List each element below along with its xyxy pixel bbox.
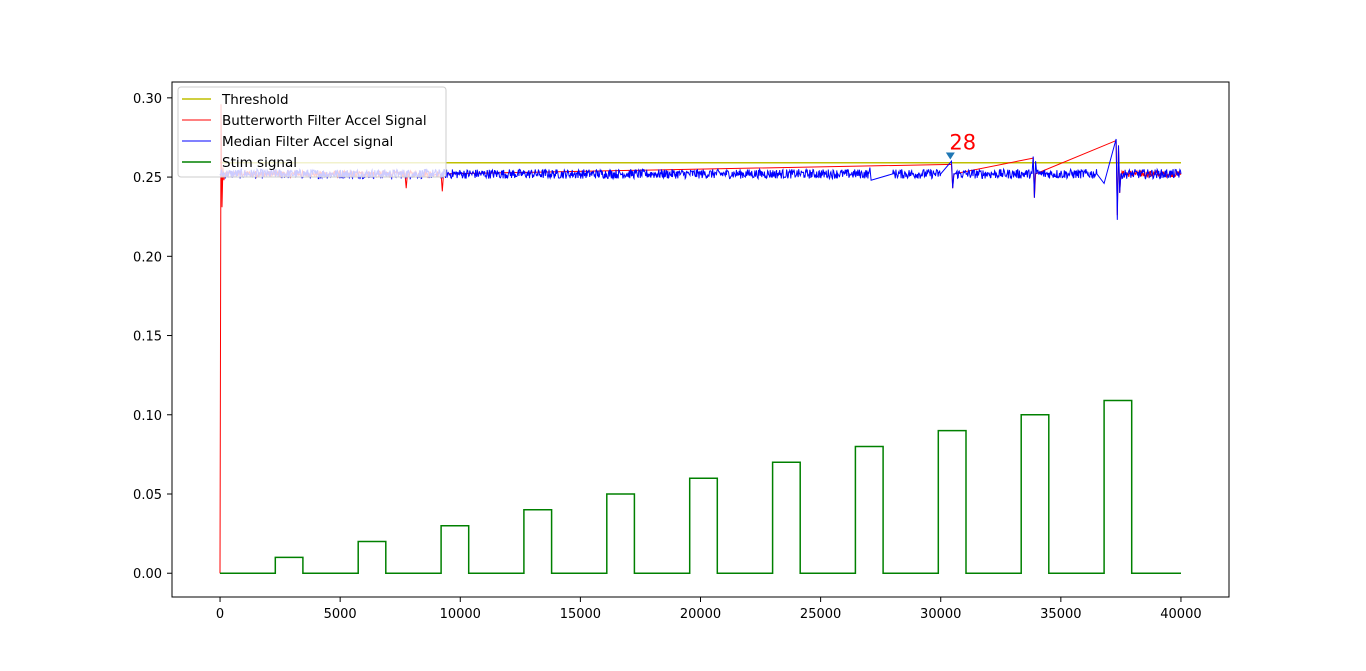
y-tick-label: 0.10 bbox=[133, 409, 162, 424]
y-tick-label: 0.00 bbox=[133, 567, 162, 582]
annotation-layer: 28 bbox=[945, 130, 976, 160]
x-tick-label: 20000 bbox=[680, 607, 721, 622]
x-tick-label: 40000 bbox=[1160, 607, 1201, 622]
x-tick-label: 30000 bbox=[920, 607, 961, 622]
y-tick-label: 0.30 bbox=[133, 92, 162, 107]
legend-label-median-filter-accel-signal: Median Filter Accel signal bbox=[222, 134, 393, 150]
y-axis: 0.00 0.05 0.10 0.15 0.20 0.25 0.30 bbox=[133, 92, 172, 582]
annotation-label: 28 bbox=[949, 130, 976, 154]
x-tick-label: 10000 bbox=[440, 607, 481, 622]
legend-box bbox=[177, 86, 447, 178]
x-tick-label: 5000 bbox=[324, 607, 357, 622]
y-tick-label: 0.20 bbox=[133, 250, 162, 265]
annotation-marker bbox=[945, 152, 955, 160]
y-tick-label: 0.15 bbox=[133, 330, 162, 345]
x-tick-label: 0 bbox=[216, 607, 224, 622]
x-axis: 0 5000 10000 15000 20000 25000 30000 35000 40000 bbox=[216, 597, 1202, 622]
legend: Threshold Butterworth Filter Accel Signal… bbox=[177, 86, 447, 178]
series-line-stim-signal bbox=[220, 399, 1181, 574]
x-tick-label: 15000 bbox=[560, 607, 601, 622]
y-tick-label: 0.25 bbox=[133, 171, 162, 186]
x-tick-label: 35000 bbox=[1040, 607, 1081, 622]
x-tick-label: 25000 bbox=[800, 607, 841, 622]
legend-label-threshold: Threshold bbox=[221, 92, 289, 108]
legend-label-butterworth-filter-accel-signal: Butterworth Filter Accel Signal bbox=[222, 113, 427, 129]
legend-label-stim-signal: Stim signal bbox=[222, 155, 297, 171]
y-tick-label: 0.05 bbox=[133, 488, 162, 503]
